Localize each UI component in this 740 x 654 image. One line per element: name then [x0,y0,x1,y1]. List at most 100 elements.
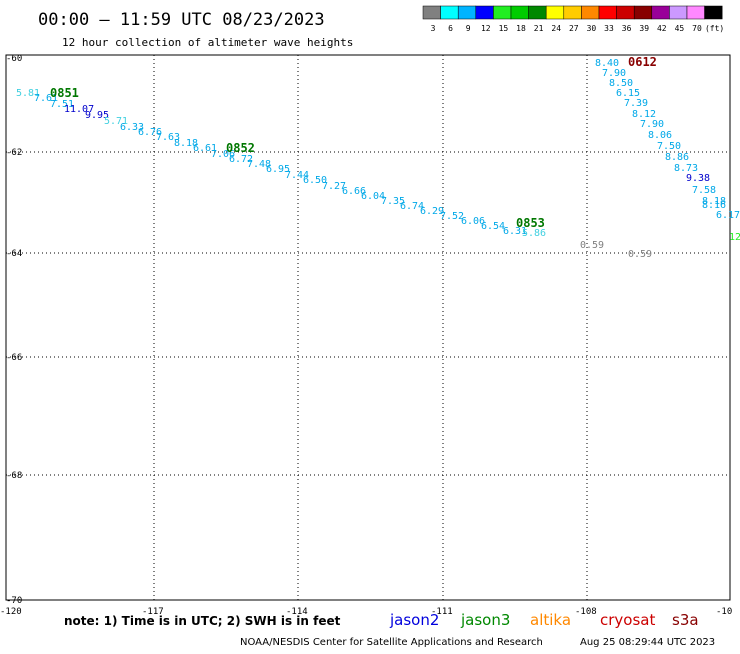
scale-swatch [581,5,600,20]
scale-label: 27 [569,24,579,33]
note-text: note: 1) Time is in UTC; 2) SWH is in fe… [64,614,341,628]
scale-label: 70 [692,24,702,33]
scale-label: 15 [499,24,509,33]
scale-swatch [669,5,688,20]
scale-swatch [651,5,670,20]
wave-height-value: 6.74 [400,201,424,212]
scale-swatch [422,5,441,20]
wave-height-value: 8.73 [674,163,698,174]
lon-label: -120 [0,607,22,617]
scale-label: 9 [466,24,471,33]
satellite-name: jason3 [460,611,510,629]
satellite-name: s3a [672,611,699,629]
longitude-labels: -120 -117 -114 -111 -108 -10 [0,607,732,617]
lon-label: -10 [716,607,732,617]
wave-height-value: 7.90 [602,68,626,79]
scale-label: 6 [448,24,453,33]
scale-swatch [457,5,477,20]
wave-height-value: 7.39 [624,98,648,109]
wave-height-value: 7.35 [381,196,405,207]
scale-swatch [440,5,459,20]
plot-frame [5,54,731,601]
scale-swatch [475,5,494,20]
wave-height-value: 7.58 [692,185,716,196]
scale-label: 24 [551,24,561,33]
satellite-name: altika [530,611,571,629]
lat-label: -70 [6,596,22,606]
scale-label: 18 [516,24,526,33]
wave-height-value: 7.63 [156,132,180,143]
scale-swatch [528,5,547,20]
wave-height-value: 7.90 [640,119,664,130]
graticule [6,55,730,600]
wave-height-value: 8.16 [702,200,726,211]
scale-label: 42 [657,24,667,33]
scale-label: 12 [481,24,491,33]
satellite-name: jason2 [389,611,439,629]
scale-label: 3 [431,24,436,33]
lon-label: -111 [431,607,453,617]
lat-label: -64 [6,249,22,259]
scale-label: (ft) [705,24,724,33]
scale-label: 21 [534,24,544,33]
map-subtitle: 12 hour collection of altimeter wave hei… [62,36,353,49]
wave-height-value: 6.15 [616,88,640,99]
wave-height-value: 7.48 [247,159,271,170]
wave-height-value: 6.95 [266,164,290,175]
lat-label: -62 [6,148,22,158]
wave-height-value: 6.61 [193,143,217,154]
lon-label: -114 [286,607,308,617]
wave-height-value: 12 [729,232,740,243]
scale-swatch [704,5,723,20]
wave-height-value: 8.06 [648,130,672,141]
wave-height-value: 0.59 [628,249,652,260]
wave-height-value: 7.27 [322,181,346,192]
lat-label: -68 [6,471,22,481]
wave-height-value: 9.38 [686,173,710,184]
scale-swatch [633,5,653,20]
pass-label: 0851 [50,86,79,100]
pass-label: 0852 [226,141,255,155]
wave-height-readings: 5.817.617.5111.079.955.716.336.767.638.1… [16,58,740,260]
lat-label: -60 [6,54,22,64]
wave-height-value: 8.12 [632,109,656,120]
wave-height-value: 6.50 [303,175,327,186]
wave-height-value: 0.59 [580,240,604,251]
scale-label: 36 [622,24,632,33]
map-title: 00:00 – 11:59 UTC 08/23/2023 [38,10,325,30]
scale-swatch [563,5,582,20]
lon-label: -108 [575,607,597,617]
scale-swatch [510,5,529,20]
credit-right: Aug 25 08:29:44 UTC 2023 [580,637,715,648]
wave-height-value: 7.61 [34,93,58,104]
wave-height-value: 6.17 [716,210,740,221]
scale-swatch [545,5,565,20]
wave-height-value: 6.54 [481,221,505,232]
wave-height-value: 7.51 [50,99,74,110]
lat-label: -66 [6,353,22,363]
wave-height-value: 7.06 [211,149,235,160]
wave-height-value: 11.07 [64,104,94,115]
latitude-labels: -60 -62 -64 -66 -68 -70 [6,54,22,606]
wave-height-value: 7.52 [440,211,464,222]
wave-height-value: 6.33 [120,122,144,133]
lon-label: -117 [142,607,164,617]
wave-height-value: 6.31 [503,226,527,237]
scale-swatch [493,5,512,20]
wave-height-value: 6.06 [461,216,485,227]
scale-label: 45 [675,24,685,33]
wave-height-value: 7.44 [285,170,309,181]
scale-label: 30 [587,24,597,33]
wave-height-value: 6.66 [342,186,366,197]
satellite-legend: jason2 jason3 altika cryosat s3a [389,611,699,629]
wave-height-value: 8.50 [609,78,633,89]
wave-height-value: 8.86 [665,152,689,163]
pass-label: 0612 [628,55,657,69]
wave-height-value: 9.95 [85,110,109,121]
scale-swatch [598,5,617,20]
pass-label: 0853 [516,216,545,230]
scale-label: 33 [604,24,614,33]
wave-height-value: 7.50 [657,141,681,152]
wave-height-color-scale: 3 6 9 12 15 18 21 24 27 30 33 36 39 42 45 70 (ft) [422,5,724,33]
